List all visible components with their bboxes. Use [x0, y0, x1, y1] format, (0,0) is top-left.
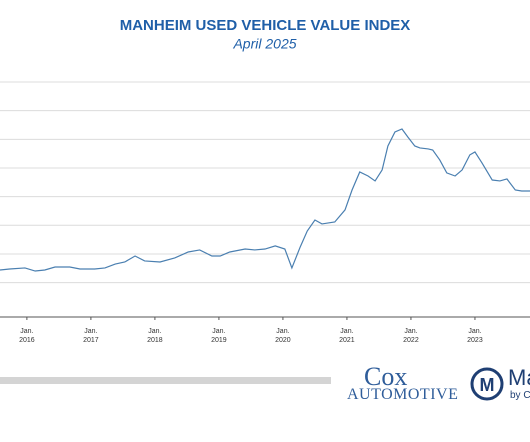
manheim-icon-letter: M: [480, 375, 495, 395]
x-tick-label: Jan. 2017: [83, 328, 99, 344]
manheim-by: by C: [510, 390, 530, 401]
x-tick-label: Jan. 2018: [147, 328, 163, 344]
automotive-logo: AUTOMOTIVE: [347, 386, 458, 403]
data-line: [0, 128, 530, 272]
chart-title: MANHEIM USED VEHICLE VALUE INDEX: [120, 17, 411, 34]
x-tick-label: Jan. 2022: [403, 328, 419, 344]
manheim-icon: [470, 367, 504, 401]
scroll-bar: [0, 377, 331, 384]
x-tick-label: Jan. 2016: [19, 328, 35, 344]
x-tick-label: Jan. 2023: [467, 328, 483, 344]
x-tick-label: Jan. 2020: [275, 328, 291, 344]
x-tick-label: Jan. 2021: [339, 328, 355, 344]
manheim-logo: Ma: [508, 365, 530, 390]
x-tick-label: Jan. 2019: [211, 328, 227, 344]
chart-subtitle: April 2025: [232, 36, 296, 52]
cox-logo: Cox: [364, 362, 407, 391]
